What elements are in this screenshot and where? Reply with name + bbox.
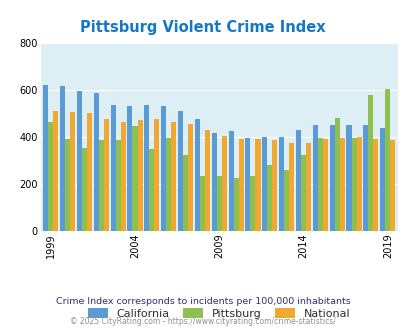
Bar: [199, 176, 205, 231]
Bar: [87, 114, 92, 231]
Bar: [166, 138, 171, 231]
Bar: [161, 106, 166, 231]
Bar: [345, 125, 351, 231]
Bar: [194, 119, 199, 231]
Text: Crime Index corresponds to incidents per 100,000 inhabitants: Crime Index corresponds to incidents per…: [55, 297, 350, 307]
Bar: [288, 143, 294, 231]
Bar: [70, 112, 75, 231]
Bar: [339, 138, 344, 231]
Bar: [216, 176, 221, 231]
Bar: [351, 138, 356, 231]
Bar: [104, 119, 109, 231]
Bar: [188, 124, 193, 231]
Bar: [317, 138, 322, 231]
Text: Pittsburg Violent Crime Index: Pittsburg Violent Crime Index: [80, 20, 325, 35]
Bar: [305, 143, 310, 231]
Bar: [233, 178, 238, 231]
Bar: [356, 137, 361, 231]
Bar: [228, 131, 233, 231]
Bar: [255, 139, 260, 231]
Bar: [183, 154, 188, 231]
Bar: [373, 139, 377, 231]
Bar: [82, 148, 87, 231]
Bar: [171, 122, 176, 231]
Bar: [300, 154, 305, 231]
Bar: [245, 138, 250, 231]
Bar: [278, 137, 284, 231]
Bar: [137, 120, 142, 231]
Bar: [367, 95, 373, 231]
Bar: [221, 136, 226, 231]
Bar: [322, 139, 327, 231]
Bar: [127, 106, 132, 231]
Bar: [154, 119, 159, 231]
Text: © 2025 CityRating.com - https://www.cityrating.com/crime-statistics/: © 2025 CityRating.com - https://www.city…: [70, 317, 335, 326]
Bar: [272, 141, 277, 231]
Bar: [389, 141, 394, 231]
Bar: [238, 139, 243, 231]
Legend: California, Pittsburg, National: California, Pittsburg, National: [87, 308, 350, 319]
Bar: [250, 176, 255, 231]
Bar: [149, 149, 154, 231]
Bar: [144, 105, 149, 231]
Bar: [362, 125, 367, 231]
Bar: [43, 85, 48, 231]
Bar: [115, 141, 120, 231]
Bar: [266, 165, 272, 231]
Bar: [384, 89, 389, 231]
Bar: [177, 111, 183, 231]
Bar: [334, 118, 339, 231]
Bar: [284, 170, 288, 231]
Bar: [379, 128, 384, 231]
Bar: [132, 126, 137, 231]
Bar: [120, 122, 126, 231]
Bar: [65, 139, 70, 231]
Bar: [60, 86, 65, 231]
Bar: [211, 133, 216, 231]
Bar: [98, 141, 104, 231]
Bar: [94, 93, 98, 231]
Bar: [77, 91, 82, 231]
Bar: [110, 105, 115, 231]
Bar: [205, 130, 209, 231]
Bar: [295, 130, 300, 231]
Bar: [262, 137, 266, 231]
Bar: [53, 111, 58, 231]
Bar: [329, 125, 334, 231]
Bar: [312, 125, 317, 231]
Bar: [48, 122, 53, 231]
